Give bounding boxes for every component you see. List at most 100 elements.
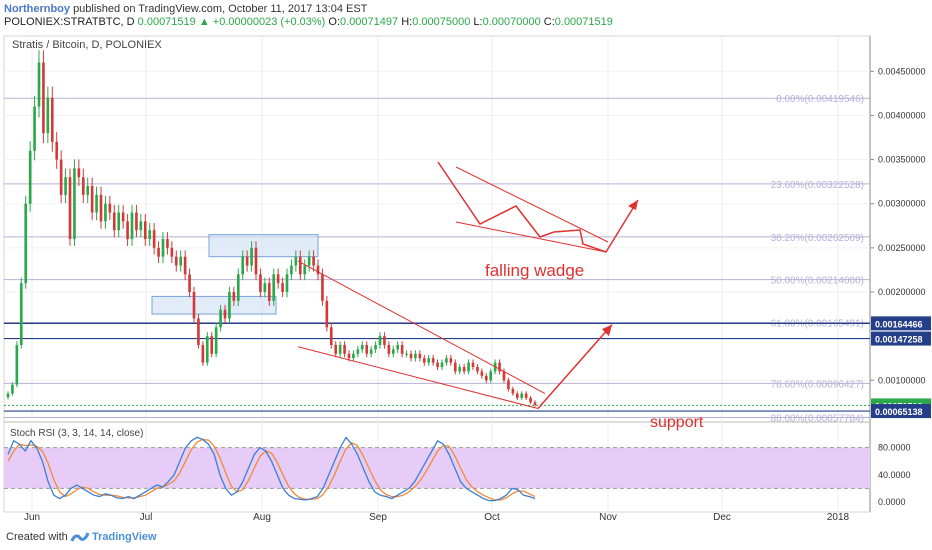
x-tick-label: Dec [713,512,731,523]
candle-body [108,203,112,213]
candle-body [28,150,32,204]
breakout-arrow-head [602,324,612,337]
candle-body [471,362,475,368]
candle-body [152,230,156,248]
candle-body [37,62,41,107]
publish-line: Northernboy published on TradingView.com… [4,3,367,15]
candle-body [46,97,50,134]
candle-body [201,344,205,363]
candle-body [15,344,19,385]
candle-body [484,375,488,381]
chart-header: Northernboy published on TradingView.com… [0,0,932,30]
candle-body [112,212,116,231]
candle-body [232,292,236,301]
candle-body [533,402,537,405]
candle-body [228,292,231,319]
candle-body [272,274,276,301]
candle-body [396,344,400,350]
candle-body [360,344,364,350]
price-badge-label: 0.00147258 [875,335,923,345]
wedge-upper-trendline [297,260,546,394]
support-label: support [650,414,704,431]
candle-body [139,221,143,231]
candle-body [55,141,59,160]
candle-body [121,212,125,222]
tradingview-brand[interactable]: TradingView [92,531,157,543]
candle-body [254,247,258,275]
y-tick-label: 0.00100000 [878,375,926,385]
schematic-zigzag-arrow [437,161,639,253]
candle-body [117,212,121,231]
created-with-text: Created with [6,531,68,543]
symbol-text: POLONIEX:STRATBTC, D [4,16,135,28]
candle-body [414,353,417,359]
price-badge [871,316,931,331]
tradingview-logo-icon [70,532,90,542]
fib-label: 0.00%(0.00419546) [776,94,864,105]
candle-body [192,292,196,319]
ohlc-line: POLONIEX:STRATBTC, D 0.00071519 ▲ +0.000… [4,16,613,28]
low-value: 0.00070000 [482,16,541,28]
candle-body [458,367,462,372]
high-label: H: [401,16,413,28]
chart-area[interactable]: Jun Jul Aug Sep Oct Nov Dec 2018 0.00450000 0.004… [0,32,932,524]
candle-body [148,230,152,240]
price-chart-svg[interactable]: Jun Jul Aug Sep Oct Nov Dec 2018 0.00450000 0.004… [0,32,932,524]
candle-body [174,256,178,266]
candle-body [285,274,289,292]
y-tick-label: 0.00400000 [878,110,926,120]
candle-body [6,393,10,398]
candle-body [445,358,448,363]
candle-body [453,362,457,372]
rsi-k-line [7,436,536,502]
candle-body [250,247,253,266]
candle-body [338,344,342,354]
x-tick-label: Aug [253,512,271,523]
candle-body [374,344,377,350]
rsi-d-line [7,438,536,501]
candle-body [59,159,63,195]
x-tick-label: Jun [24,512,40,523]
schematic-wedge-upper [455,166,609,243]
candle-body [73,168,76,240]
footer: Created with TradingView [0,526,932,550]
candle-body [515,393,519,398]
y-tick-label: 0.00250000 [878,243,926,253]
candle-body [449,358,453,363]
candle-body [24,203,28,284]
candle-body [183,256,187,275]
candle-body [99,194,103,222]
y-tick-label: 0.00350000 [878,155,926,165]
candle-body [352,353,355,359]
y-tick-label: 0.00300000 [878,199,926,209]
candle-body [347,353,351,359]
candle-body [467,362,470,372]
candle-body [259,274,262,292]
candle-body [462,367,466,372]
rsi-title: Stoch RSI (3, 3, 14, 14, close) [10,428,143,439]
candle-body [316,265,320,275]
fib-label: 78.60%(0.00096427) [771,379,864,390]
x-tick-label: Oct [484,512,500,523]
falling-wedge-label: falling wadge [485,261,584,280]
candle-body [77,168,81,178]
candle-body [365,344,369,354]
candle-body [329,327,333,345]
candle-body [126,221,129,240]
candle-body [400,344,404,354]
candle-body [11,384,14,394]
candle-body [476,367,479,372]
y-tick-label: 0.00200000 [878,287,926,297]
author-link[interactable]: Northernboy [4,3,70,15]
candle-body [334,344,338,354]
published-text: published on TradingView.com, October 11… [73,3,368,15]
candle-body [391,349,395,354]
price-badge [871,331,931,346]
open-label: O: [328,16,341,28]
candle-body [86,186,90,195]
candle-body [383,336,386,345]
candle-body [263,283,267,292]
candle-body [378,336,382,345]
price-badge-label: 0.00164466 [875,319,923,329]
candle-body [143,221,147,240]
